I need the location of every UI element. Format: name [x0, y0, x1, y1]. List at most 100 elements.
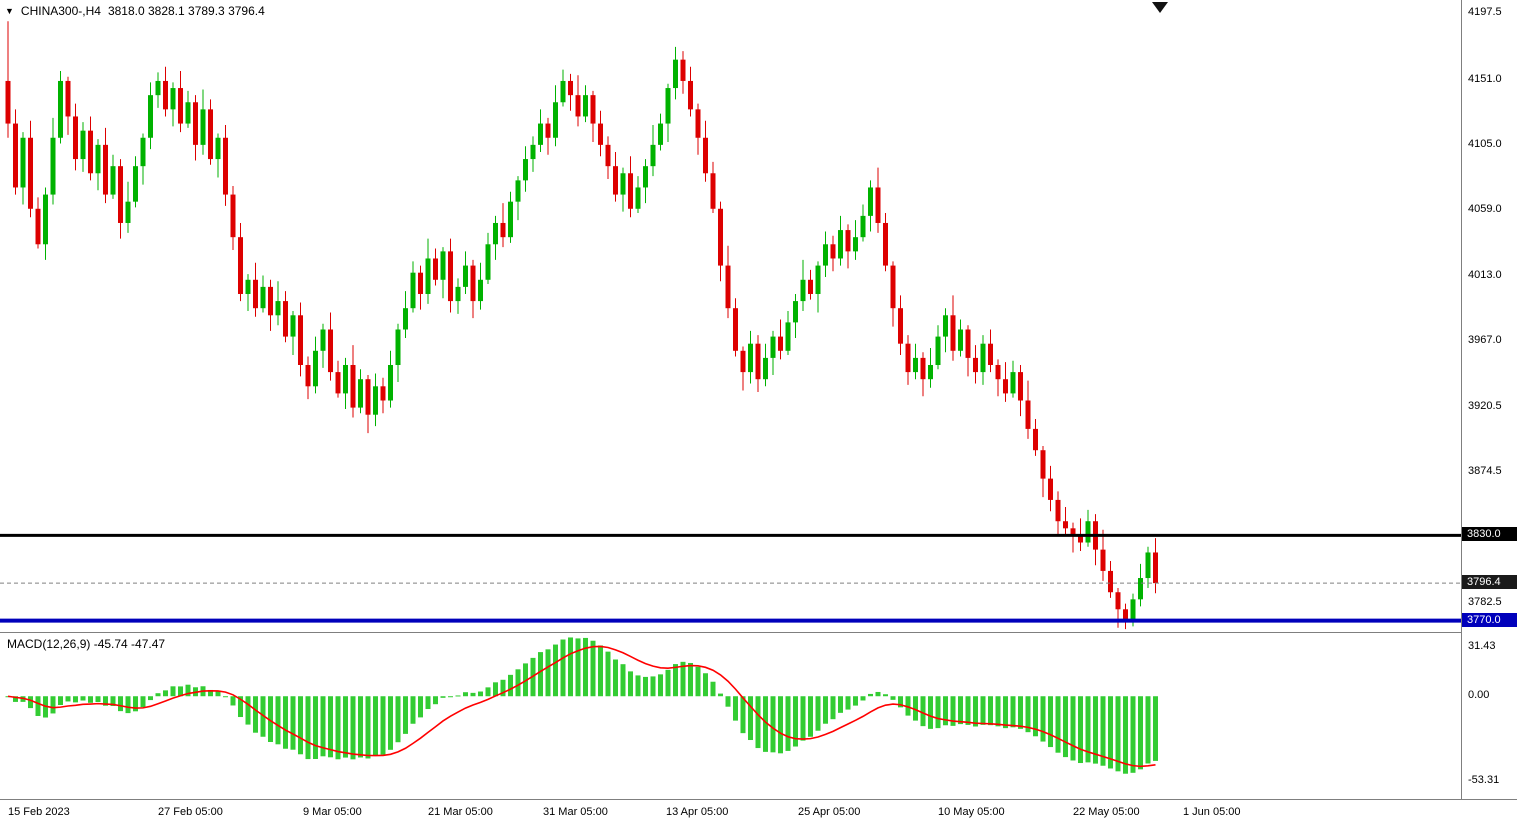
- macd-bar: [995, 696, 1001, 727]
- candle-body: [343, 364, 348, 394]
- macd-bar: [815, 696, 821, 731]
- macd-bar: [680, 661, 686, 697]
- macd-bar: [733, 696, 738, 721]
- price-axis[interactable]: 3830.0 3770.0 3796.4 4197.5 4151.0 4105.0 4059…: [1461, 0, 1517, 825]
- macd-bar: [890, 696, 896, 700]
- candle-body: [1070, 528, 1076, 536]
- candle-body: [133, 166, 138, 202]
- candle-body: [328, 329, 333, 373]
- macd-bar: [65, 696, 71, 702]
- time-axis-label: 21 Mar 05:00: [428, 806, 493, 818]
- collapse-icon[interactable]: ▼: [5, 6, 14, 16]
- candle-body: [613, 166, 618, 195]
- candle-body: [913, 357, 918, 373]
- price-axis-label: 4013.0: [1468, 268, 1502, 281]
- candle-body: [883, 222, 888, 266]
- panel-separator[interactable]: [0, 632, 1517, 633]
- candle-body: [395, 329, 401, 365]
- chart-shift-marker[interactable]: [1152, 2, 1168, 13]
- candle-body: [275, 301, 281, 316]
- candlestick-chart[interactable]: [0, 0, 1461, 632]
- macd-bar: [980, 696, 986, 725]
- macd-bar: [118, 696, 123, 712]
- candle-body: [110, 166, 116, 195]
- candle-body: [575, 95, 581, 117]
- macd-bar: [568, 637, 573, 697]
- candle-body: [1145, 552, 1151, 579]
- macd-bar: [455, 695, 461, 697]
- macd-bar: [328, 696, 333, 758]
- macd-axis-label: 31.43: [1468, 639, 1496, 652]
- macd-bar: [853, 696, 858, 706]
- candle-body: [1123, 609, 1128, 621]
- macd-bar: [1145, 696, 1151, 764]
- macd-bar: [238, 696, 243, 718]
- macd-bar: [845, 696, 851, 710]
- macd-bar: [1108, 696, 1113, 769]
- macd-bar: [560, 639, 566, 697]
- candle-body: [320, 329, 326, 351]
- macd-bar: [875, 691, 881, 697]
- macd-bar: [35, 696, 41, 716]
- macd-bar: [485, 687, 491, 697]
- symbol-period-label: CHINA300-,H4: [20, 4, 101, 18]
- candle-body: [1033, 428, 1038, 451]
- candle-body: [260, 286, 266, 309]
- candle-body: [943, 315, 948, 337]
- candle-body: [178, 88, 183, 124]
- candle-body: [500, 222, 506, 238]
- macd-bar: [613, 659, 618, 697]
- price-axis-label: 4197.5: [1468, 6, 1502, 19]
- macd-bar: [148, 696, 153, 701]
- candle-body: [298, 315, 303, 365]
- candle-body: [545, 123, 551, 138]
- time-axis-label: 27 Feb 05:00: [158, 806, 223, 818]
- candle-body: [478, 279, 483, 302]
- macd-bar: [110, 696, 116, 706]
- candle-body: [163, 80, 168, 110]
- candle-body: [1085, 521, 1091, 543]
- candle-body: [973, 357, 978, 373]
- macd-bar: [710, 681, 716, 697]
- macd-bar: [320, 696, 326, 757]
- price-axis-label: 3920.5: [1468, 399, 1502, 412]
- candles: [5, 21, 1158, 630]
- price-level-badge: 3770.0: [1462, 612, 1517, 627]
- candle-body: [523, 159, 528, 181]
- macd-bar: [823, 696, 828, 724]
- candle-body: [965, 329, 971, 358]
- macd-bar: [1055, 696, 1061, 753]
- macd-bar: [388, 696, 393, 750]
- candle-body: [958, 329, 963, 351]
- macd-bar: [1003, 696, 1008, 729]
- candle-body: [290, 315, 296, 337]
- macd-bar: [800, 696, 806, 741]
- candle-body: [440, 251, 446, 280]
- candle-body: [470, 265, 476, 302]
- candle-body: [583, 95, 588, 117]
- macd-bar: [1153, 696, 1158, 761]
- candle-body: [748, 343, 753, 373]
- macd-panel[interactable]: [0, 633, 1461, 799]
- macd-bar: [335, 696, 341, 760]
- macd-bar: [1130, 696, 1136, 773]
- candle-body: [208, 109, 213, 160]
- candle-body: [658, 123, 663, 145]
- candle-body: [778, 336, 783, 351]
- macd-bar: [395, 696, 401, 743]
- candle-body: [823, 244, 828, 266]
- candle-body: [1040, 450, 1046, 479]
- candle-body: [830, 244, 836, 259]
- macd-bar: [545, 649, 551, 697]
- candle-body: [1138, 578, 1143, 600]
- macd-bar: [305, 696, 311, 760]
- macd-bar: [523, 663, 528, 697]
- price-axis-label: 4105.0: [1468, 137, 1502, 150]
- candle-body: [1010, 372, 1016, 394]
- candle-body: [448, 251, 453, 302]
- time-axis-label: 25 Apr 05:00: [798, 806, 861, 818]
- time-axis[interactable]: 15 Feb 2023 27 Feb 05:00 9 Mar 05:00 21 Mar…: [0, 799, 1517, 825]
- candle-body: [853, 237, 858, 252]
- candle-body: [365, 379, 371, 415]
- macd-bar: [793, 696, 798, 747]
